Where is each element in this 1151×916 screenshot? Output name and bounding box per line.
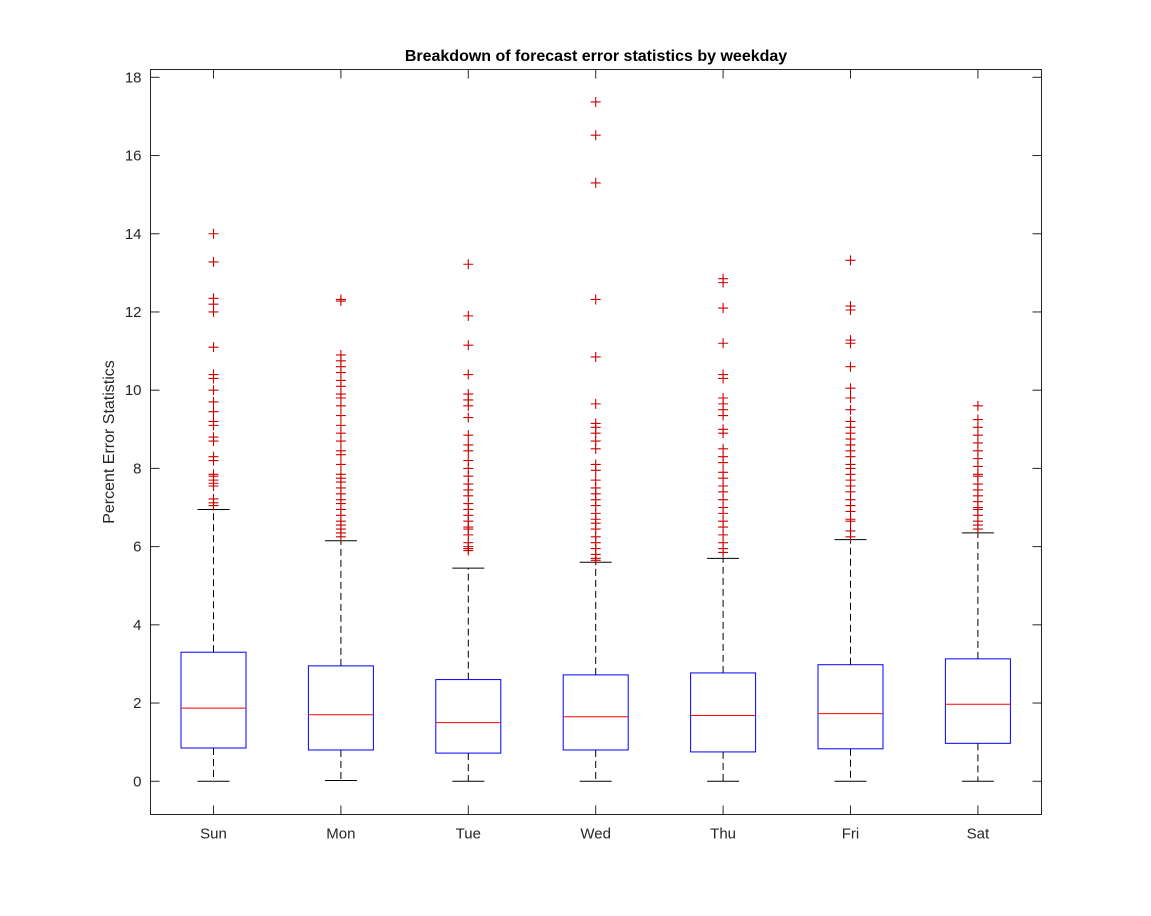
outlier-marker xyxy=(208,396,219,407)
outlier-marker xyxy=(718,393,729,404)
outlier-marker xyxy=(463,259,474,270)
x-tick-label: Wed xyxy=(580,826,611,843)
outlier-marker xyxy=(208,293,219,304)
outlier-marker xyxy=(208,406,219,417)
outlier-marker xyxy=(463,369,474,380)
outlier-marker xyxy=(718,424,729,435)
boxes-layer xyxy=(180,96,1011,782)
outlier-marker xyxy=(972,400,983,411)
outlier-marker xyxy=(335,459,346,470)
outlier-marker xyxy=(590,398,601,409)
outlier-marker xyxy=(335,410,346,421)
iqr-box xyxy=(690,672,757,753)
outlier-marker xyxy=(335,420,346,431)
y-tick-label: 18 xyxy=(125,69,142,86)
outlier-marker xyxy=(463,310,474,321)
iqr-box xyxy=(944,658,1011,744)
outlier-marker xyxy=(718,273,729,284)
outlier-marker xyxy=(590,351,601,362)
outlier-marker xyxy=(845,301,856,312)
y-axis-label: Percent Error Statistics xyxy=(101,360,118,524)
outlier-marker xyxy=(208,493,219,504)
outlier-marker xyxy=(208,469,219,480)
outlier-marker xyxy=(845,525,856,536)
outlier-marker xyxy=(335,445,346,456)
outlier-marker xyxy=(208,416,219,427)
outlier-marker xyxy=(208,369,219,380)
box-wed xyxy=(562,96,629,782)
outlier-marker xyxy=(972,414,983,425)
outlier-marker xyxy=(590,459,601,470)
outlier-marker xyxy=(463,430,474,441)
outlier-marker xyxy=(718,338,729,349)
y-tick-label: 14 xyxy=(125,226,142,243)
iqr-box xyxy=(307,665,374,751)
outlier-marker xyxy=(590,418,601,429)
x-tick-label: Thu xyxy=(710,826,736,843)
outlier-marker xyxy=(845,383,856,394)
outlier-marker xyxy=(208,451,219,462)
outlier-marker xyxy=(718,303,729,314)
outlier-marker xyxy=(845,255,856,266)
outlier-marker xyxy=(208,228,219,239)
y-tick-label: 2 xyxy=(133,695,141,712)
outlier-marker xyxy=(845,335,856,346)
outlier-marker xyxy=(463,389,474,400)
outlier-marker xyxy=(718,443,729,454)
y-tick-label: 10 xyxy=(125,382,142,399)
outlier-marker xyxy=(590,96,601,107)
outlier-marker xyxy=(208,342,219,353)
outlier-marker xyxy=(845,361,856,372)
outlier-marker xyxy=(718,467,729,478)
box-sat xyxy=(944,400,1011,782)
outlier-marker xyxy=(590,130,601,141)
outlier-marker xyxy=(335,469,346,480)
x-tick-label: Fri xyxy=(842,826,860,843)
y-tick-label: 6 xyxy=(133,539,141,556)
box-sun xyxy=(180,228,247,782)
y-tick-label: 12 xyxy=(125,304,142,321)
outlier-marker xyxy=(463,455,474,466)
x-tick-label: Tue xyxy=(456,826,481,843)
outlier-marker xyxy=(208,432,219,443)
outlier-marker xyxy=(335,294,346,305)
box-fri xyxy=(817,255,884,782)
y-tick-label: 0 xyxy=(133,773,141,790)
x-tick-label: Sun xyxy=(200,826,227,843)
iqr-box xyxy=(562,674,629,751)
iqr-box xyxy=(180,651,247,749)
box-tue xyxy=(435,259,502,782)
y-axis: 0 2 4 6 8 10 12 14 16 18 xyxy=(125,69,1042,790)
y-tick-label: 4 xyxy=(133,617,141,634)
outlier-marker xyxy=(208,256,219,267)
y-tick-label: 16 xyxy=(125,148,142,165)
outlier-marker xyxy=(463,439,474,450)
x-tick-label: Mon xyxy=(326,826,355,843)
iqr-box xyxy=(435,679,502,754)
box-mon xyxy=(307,294,374,781)
y-tick-label: 8 xyxy=(133,460,141,477)
outlier-marker xyxy=(463,412,474,423)
x-axis: Sun Mon Tue Wed Thu Fri Sat xyxy=(200,69,990,843)
outlier-marker xyxy=(718,369,729,380)
outlier-marker xyxy=(845,404,856,415)
box-thu xyxy=(690,273,757,782)
outlier-marker xyxy=(845,393,856,404)
outlier-marker xyxy=(208,385,219,396)
outlier-marker xyxy=(590,294,601,305)
outlier-marker xyxy=(590,177,601,188)
outlier-marker xyxy=(463,340,474,351)
iqr-box xyxy=(817,664,884,750)
outlier-marker xyxy=(845,416,856,427)
chart-title: Breakdown of forecast error statistics b… xyxy=(405,48,787,65)
outlier-marker xyxy=(335,349,346,360)
x-tick-label: Sat xyxy=(967,826,990,843)
outlier-marker xyxy=(590,475,601,486)
